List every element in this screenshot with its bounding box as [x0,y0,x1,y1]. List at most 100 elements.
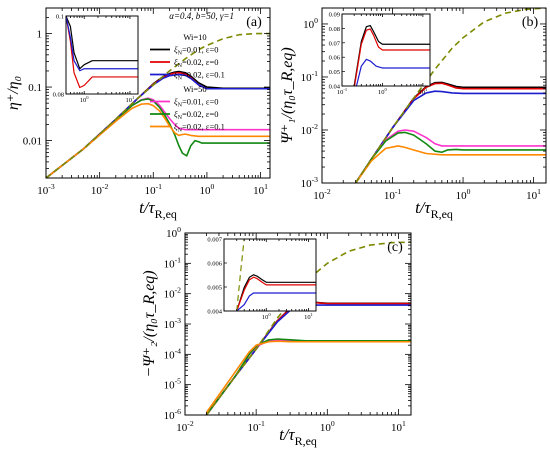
inset-x-tick-label: 100 [378,87,388,96]
x-tick-label: 101 [391,419,406,434]
x-tick-label: 10-1 [145,182,163,197]
y-tick-label: 10-1 [301,69,319,84]
inset-frame-top [65,15,139,95]
inset-frame [65,15,139,95]
y-tick-label: 10-1 [164,255,182,270]
y-tick-label: 10-6 [164,407,182,422]
inset-y-tick-label: 0.07 [329,40,341,47]
y-axis-label: Ψ⁺₁/(η₀τ_R,eq) [279,47,296,143]
series-line-5 [205,340,411,414]
series-line-3 [205,339,411,415]
inset-chart: 0.08 0.1 100 101 [53,14,139,104]
y-tick-label: 0.01 [23,136,42,148]
series-line-0 [354,81,546,183]
inset-series [236,239,316,311]
series-line-4 [205,338,411,415]
series-group [354,8,546,183]
legend-label: ξN=0.02, ε=0.1 [174,122,225,134]
series-line-1 [354,82,546,183]
inset-y-tick-label: 0.08 [53,92,64,99]
inset-series-line-2 [66,16,138,72]
legend-label: ξN=0.01, ε=0 [174,97,219,109]
series-line-4 [46,98,270,178]
plot-frame [45,7,271,179]
y-axis-label: η⁺/η₀ [5,76,22,110]
x-tick-label: 10-2 [91,182,109,197]
x-axis-label: t/τR,eq [279,425,317,448]
inset-y-tick-label: 0.006 [207,261,222,268]
legend-label: ξN=0.02, ε=0 [174,57,219,69]
inset-series [66,16,138,89]
inset-y-tick-label: 0.06 [329,55,341,62]
legend-label: ξN=0.01, ε=0 [174,45,219,57]
inset-chart: 0.04 0.05 0.06 0.07 0.08 0.09 100 101 10-1 [329,12,431,96]
x-tick-label: 10-3 [37,182,55,197]
asymptote-line [354,8,546,183]
chart-panel-b: 10-2 10-1 100 10110-310-210-1100t/τR,eqΨ⁺₁/… [279,7,547,221]
legend-label: ξN=0.02, ε=0 [174,109,219,121]
inset-x-tick-label: 100 [262,312,272,321]
inset-series-line-1 [353,28,430,86]
chart-panel-a: 10-3 10-2 10-1 100 101 0.01 0.1 1 t/τR,eq η⁺/η₀ (a… [5,7,271,221]
series-line-5 [354,145,546,183]
x-tick-label: 100 [320,419,335,434]
inset-series [353,24,430,86]
inset-series-line-2 [236,292,316,311]
inset-frame-top [223,238,317,312]
x-tick-label: 10-2 [176,419,194,434]
series-line-5 [46,102,270,178]
plot-frame [321,7,547,184]
x-axis-label: t/τR,eq [139,198,177,221]
y-tick-label: 100 [166,225,181,240]
params-text: α=0.4, b=50, γ=1 [169,11,234,21]
y-tick-label: 10-2 [301,122,319,137]
inset-series-line-2 [355,58,430,86]
y-tick-label: 0.1 [28,82,42,94]
inset-x-tick-label: 101 [304,312,313,321]
inset-x-tick-label: 101 [418,87,427,96]
inset-y-tick-label: 0.004 [207,309,222,316]
x-tick-label: 101 [526,187,541,202]
inset-x-tick-label: 100 [80,95,90,104]
inset-y-tick-label: 0.007 [207,237,222,244]
y-tick-label: 10-3 [164,316,182,331]
x-tick-label: 10-1 [247,419,265,434]
inset-y-tick-label: 0.005 [207,285,222,292]
chart-panel-c: 10-2 10-1 100 101 10-6 10-5 10-4 10-3 10-2 10-1 10… [141,225,412,448]
x-tick-label: 10-1 [384,187,402,202]
inset-series-line-1 [236,276,316,311]
legend-group-title: Wi=10 [183,32,206,42]
series-line-2 [205,304,411,415]
x-tick-label: 100 [456,187,471,202]
inset-series-line-0 [66,16,138,70]
legend-group-title: Wi=50 [183,84,206,94]
inset-series-line-1 [66,16,138,89]
y-axis-label: −Ψ⁺₂/(η₀τ_R,eq) [141,270,158,377]
legend-label: ξN=0.02, ε=0.1 [174,70,225,82]
y-tick-label: 1 [37,29,43,41]
y-tick-label: 10-5 [164,377,182,392]
inset-series-line-0 [236,274,316,311]
inset-y-tick-label: 0.08 [329,26,340,33]
y-tick-label: 10-2 [164,286,182,301]
y-tick-label: 10-3 [301,175,319,190]
inset-frame-top [341,13,431,87]
series-line-2 [354,90,546,183]
inset-chart: 0.004 0.005 0.006 0.007 100 101 [207,237,317,321]
asymptote-line [46,32,270,178]
inset-series-line-0 [353,24,430,86]
series-line-3 [354,129,546,183]
panel-label: (b) [522,15,539,30]
x-tick-label: 100 [199,182,214,197]
inset-y-tick-label: 0.1 [56,14,64,21]
inset-x-tick-label: 10-1 [337,87,347,96]
inset-y-tick-label: 0.04 [329,84,341,91]
x-axis-label: t/τR,eq [415,198,453,221]
inset-asymptote-line [236,239,245,311]
panel-a-params: α=0.4, b=50, γ=1 [169,11,234,21]
panel-label: (a) [246,15,262,30]
panel-label: (c) [387,240,403,255]
